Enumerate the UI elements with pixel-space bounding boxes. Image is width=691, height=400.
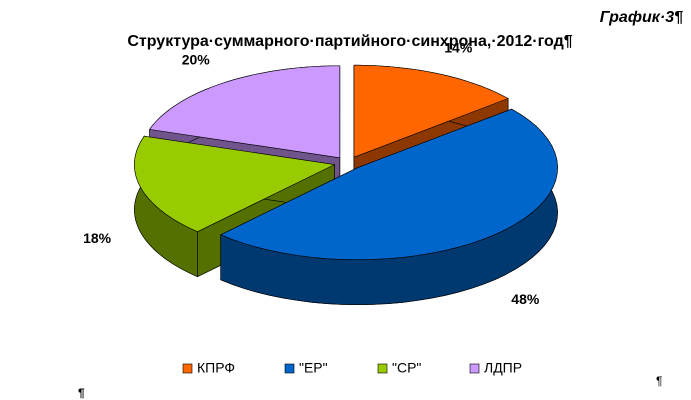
legend-label: "ЕР" [299, 360, 328, 376]
pilcrow: ¶ [656, 374, 662, 388]
legend-swatch [284, 363, 295, 374]
data-label: 14% [444, 39, 473, 55]
legend-swatch [182, 363, 193, 374]
slice [219, 108, 558, 261]
pilcrow: ¶ [78, 386, 85, 400]
figure-label: График·3¶ [600, 9, 683, 26]
slice [149, 65, 341, 159]
legend-label: КПРФ [197, 360, 235, 376]
slice [134, 135, 336, 233]
slice [353, 64, 509, 158]
data-label: 48% [511, 291, 540, 307]
legend-swatch [469, 363, 480, 374]
legend-label: ЛДПР [484, 360, 522, 376]
data-label: 18% [83, 230, 112, 246]
chart-title: Структура·суммарного·партийного·синхрона… [127, 33, 572, 50]
legend-swatch [377, 363, 388, 374]
slice [219, 108, 558, 306]
data-label: 20% [182, 51, 211, 67]
legend-label: "СР" [392, 360, 421, 376]
